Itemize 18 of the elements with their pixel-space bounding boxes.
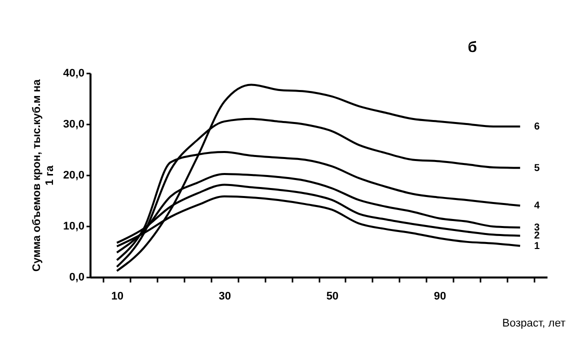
y-axis-title: Сумма объемов крон, тыс.куб.м на 1 га [31, 78, 56, 272]
y-tick-label: 10,0 [63, 220, 84, 232]
y-tick-label: 30,0 [63, 118, 84, 130]
y-tick-label: 40,0 [63, 68, 84, 80]
x-tick-label: 10 [111, 290, 124, 302]
series-label: 4 [534, 200, 540, 212]
line-series [116, 84, 522, 272]
series-label: 5 [534, 162, 540, 174]
y-tick-label: 20,0 [63, 170, 84, 182]
series-label: 1 [534, 240, 540, 252]
chart-title: б [468, 39, 477, 56]
x-tick-label: 30 [218, 290, 232, 302]
series-label: 6 [534, 122, 540, 133]
x-tick-label: 50 [326, 290, 339, 302]
y-tick-label: 0,0 [69, 272, 84, 284]
series-label: 2 [534, 230, 540, 242]
x-axis-title: Возраст, лет [502, 318, 566, 330]
x-tick-label: 90 [434, 290, 446, 302]
